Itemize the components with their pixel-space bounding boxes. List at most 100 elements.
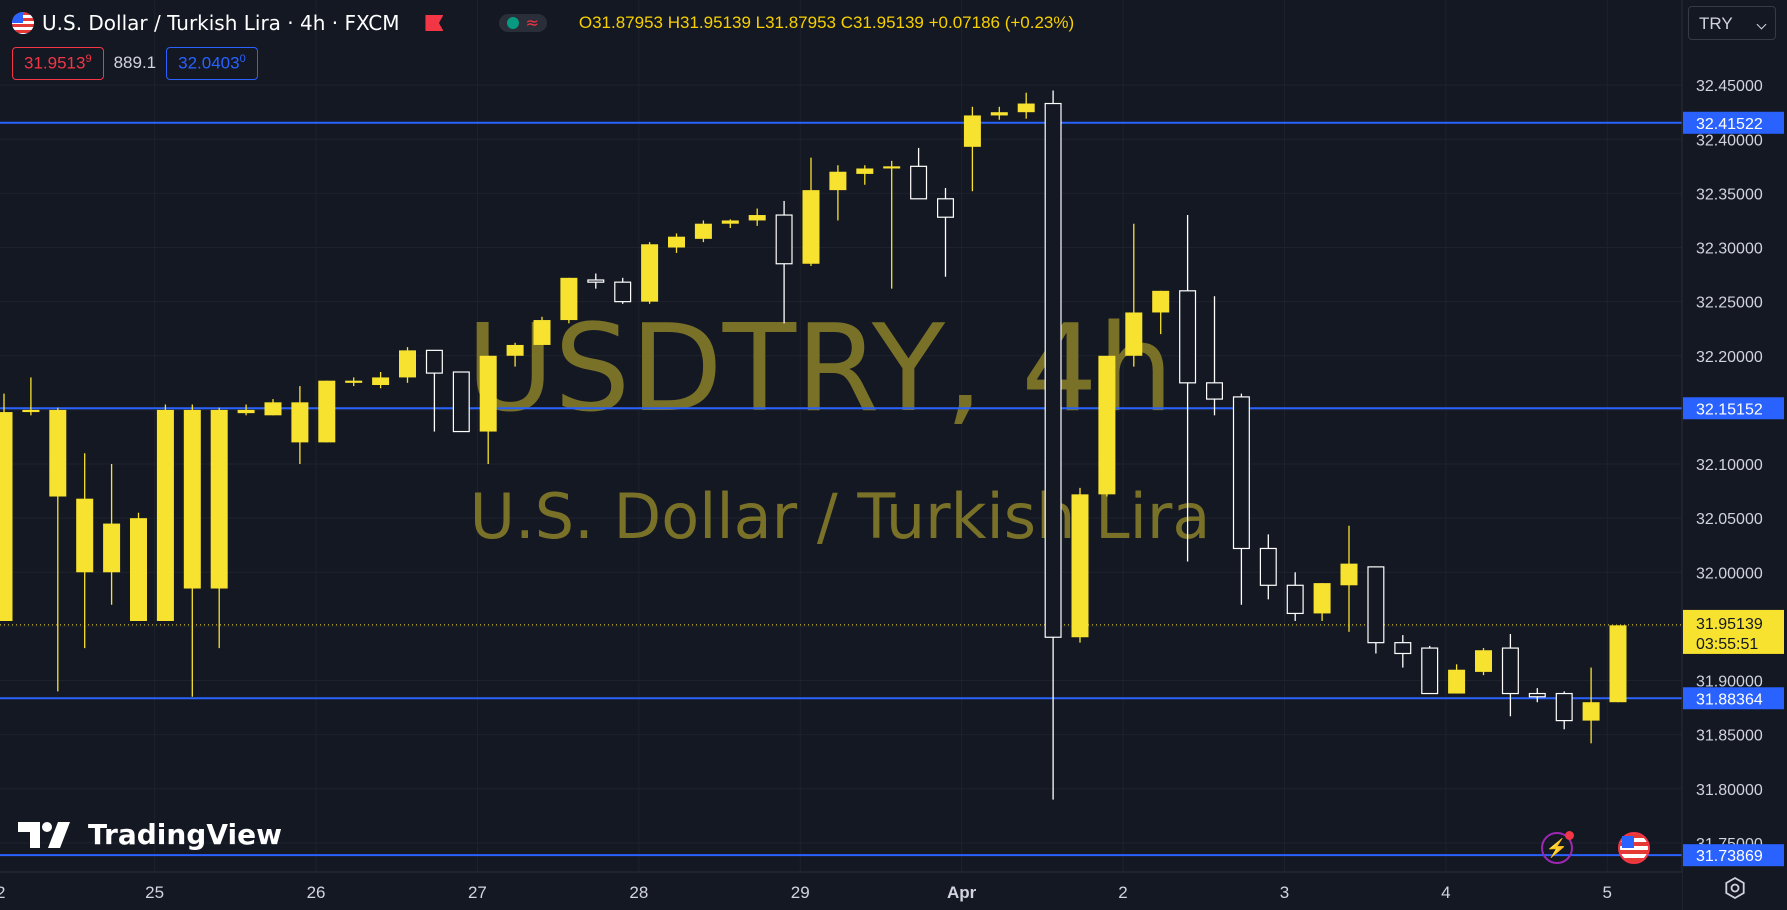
candle <box>1286 572 1304 622</box>
symbol-header[interactable]: U.S. Dollar / Turkish Lira · 4h · FXCM ≈… <box>12 10 1074 36</box>
candle-body-up <box>372 377 390 386</box>
candle <box>936 187 954 277</box>
candle <box>156 404 174 622</box>
candle-body-up <box>1098 355 1116 495</box>
market-open-dot-icon <box>507 17 520 29</box>
last-price-tag <box>1683 609 1784 654</box>
candle <box>1179 215 1197 562</box>
spread-value: 889.1 <box>113 53 157 73</box>
us-flag-event-icon[interactable] <box>1618 832 1650 864</box>
horizontal-line-price-tag <box>1683 397 1784 420</box>
price-tick-label: 32.25000 <box>1696 295 1763 312</box>
candle <box>587 273 605 289</box>
candle-body-down <box>936 198 954 218</box>
candle-body-up <box>479 355 497 432</box>
candle-body-up <box>49 409 67 497</box>
candle-body-up <box>210 409 228 589</box>
quote-panel: 31.95139 889.1 32.04030 <box>12 47 258 80</box>
candle-body-up <box>76 498 94 573</box>
time-tick-label: 26 <box>307 883 326 902</box>
candle-body-up <box>506 344 524 356</box>
candle <box>103 464 121 605</box>
currency-select[interactable]: TRY <box>1688 6 1776 40</box>
candle <box>1205 296 1223 416</box>
candle <box>237 404 255 416</box>
candle-body-down <box>1528 692 1546 698</box>
sell-button[interactable]: 31.95139 <box>12 47 104 80</box>
market-status-pill[interactable]: ≈ <box>499 13 547 32</box>
time-tick-label: 25 <box>145 883 164 902</box>
candle <box>856 165 874 185</box>
ohlc-values: O31.87953 H31.95139 L31.87953 C31.95139 … <box>578 13 1075 32</box>
time-axis[interactable]: 22 25 26 27 28 29 Apr 2 3 4 5 <box>0 871 1682 910</box>
horizontal-line-price-tag <box>1683 111 1784 134</box>
candle <box>1259 534 1277 600</box>
horizontal-line-price-label: 32.41522 <box>1696 116 1763 133</box>
candle <box>506 342 524 367</box>
tradingview-logo[interactable]: TradingView <box>18 818 282 851</box>
buy-price: 32.0403 <box>178 53 240 73</box>
candle-body-up <box>183 409 201 589</box>
candle <box>130 512 147 622</box>
horizontal-line-price-label: 32.15152 <box>1696 401 1763 418</box>
candle <box>1340 525 1358 632</box>
candle-body-up <box>1152 290 1170 313</box>
candle <box>49 407 67 692</box>
candle-body-up <box>721 220 739 224</box>
candle-body-up <box>318 380 336 443</box>
buy-button[interactable]: 32.04030 <box>166 47 258 80</box>
candle-body-up <box>1340 563 1358 586</box>
candle-body-down <box>425 349 443 374</box>
settings-icon[interactable] <box>1723 876 1747 900</box>
candle-body-up <box>264 402 282 416</box>
candle-body-down <box>1555 692 1573 722</box>
candle-body-up <box>1125 312 1143 356</box>
candle <box>1367 566 1385 654</box>
candle-body-down <box>614 281 632 303</box>
last-price-label: 31.95139 <box>1696 616 1763 633</box>
price-axis[interactable]: 32.45000 32.40000 32.35000 32.30000 32.25000… <box>1681 0 1787 910</box>
candle-body-down <box>775 214 793 265</box>
candle <box>775 200 793 324</box>
candle-body-up <box>560 277 578 321</box>
candle-body-down <box>910 165 928 200</box>
candle-body-up <box>1071 494 1089 638</box>
lightning-icon[interactable]: ⚡ <box>1541 831 1574 864</box>
time-tick-label: 4 <box>1441 883 1450 902</box>
candle <box>1582 667 1600 744</box>
price-tick-label: 32.10000 <box>1696 457 1763 474</box>
candle <box>0 393 13 622</box>
watermark-symbol: USDTRY, 4h <box>466 300 1173 439</box>
red-flag-icon[interactable] <box>425 15 444 31</box>
buy-price-pip: 0 <box>239 53 246 65</box>
candle-body-up <box>0 412 13 622</box>
candle-body-up <box>1582 702 1600 721</box>
candle <box>883 160 901 289</box>
candle <box>748 208 766 226</box>
symbol-title[interactable]: U.S. Dollar / Turkish Lira · 4h · FXCM <box>42 11 400 35</box>
candle-body-up <box>856 168 874 174</box>
candle-body-up <box>533 320 551 345</box>
candle <box>1017 92 1035 119</box>
candle-body-down <box>1179 290 1197 384</box>
sell-price-pip: 9 <box>85 53 92 65</box>
price-tick-label: 31.85000 <box>1696 728 1763 745</box>
candle-body-down <box>1421 647 1439 695</box>
candle-body-up <box>883 166 901 169</box>
bar-countdown-label: 03:55:51 <box>1696 636 1758 653</box>
usd-flag-icon <box>12 12 34 34</box>
candle <box>1501 633 1519 717</box>
candle <box>533 316 551 345</box>
candle <box>829 165 847 221</box>
time-tick-label: 2 <box>1118 883 1127 902</box>
candle <box>1421 645 1439 695</box>
candle-body-up <box>103 523 121 573</box>
wave-icon: ≈ <box>525 13 539 32</box>
candle-body-up <box>963 115 981 147</box>
candle-body-up <box>1475 650 1492 672</box>
candle <box>22 377 40 416</box>
candle <box>1448 664 1466 694</box>
candle <box>1071 487 1089 643</box>
